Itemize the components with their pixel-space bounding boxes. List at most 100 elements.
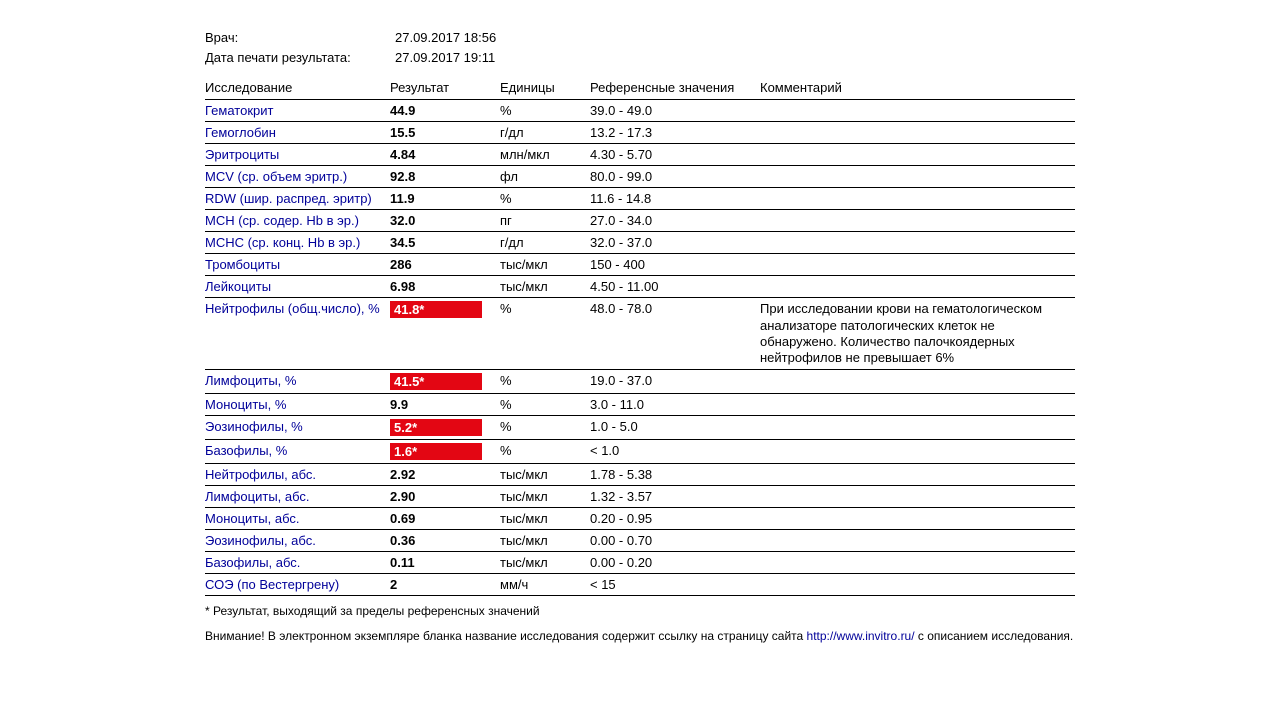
test-name[interactable]: Лимфоциты, %	[205, 373, 296, 388]
table-row: Базофилы, %1.6*%< 1.0	[205, 440, 1075, 464]
reference-range: 80.0 - 99.0	[590, 166, 760, 188]
table-row: MCV (ср. объем эритр.)92.8фл80.0 - 99.0	[205, 166, 1075, 188]
units-value: %	[500, 370, 590, 394]
result-value: 5.2*	[390, 419, 482, 436]
units-value: тыс/мкл	[500, 508, 590, 530]
units-value: тыс/мкл	[500, 486, 590, 508]
units-value: мм/ч	[500, 574, 590, 596]
invitro-link[interactable]: http://www.invitro.ru/	[807, 629, 915, 643]
footnote: * Результат, выходящий за пределы рефере…	[205, 604, 1075, 618]
meta-row-print: Дата печати результата: 27.09.2017 19:11	[205, 48, 1075, 68]
comment-value	[760, 276, 1075, 298]
test-name[interactable]: RDW (шир. распред. эритр)	[205, 191, 372, 206]
report-sheet: Врач: 27.09.2017 18:56 Дата печати резул…	[205, 28, 1075, 644]
table-row: Гемоглобин 15.5 г/дл13.2 - 17.3	[205, 122, 1075, 144]
comment-value	[760, 416, 1075, 440]
comment-value	[760, 122, 1075, 144]
reference-range: 4.50 - 11.00	[590, 276, 760, 298]
result-value: 92.8	[390, 169, 415, 184]
col-ref: Референсные значения	[590, 77, 760, 100]
table-row: Нейтрофилы, абс. 2.92 тыс/мкл1.78 - 5.38	[205, 464, 1075, 486]
reference-range: 1.32 - 3.57	[590, 486, 760, 508]
comment-value	[760, 486, 1075, 508]
test-name[interactable]: Нейтрофилы, абс.	[205, 467, 316, 482]
reference-range: 3.0 - 11.0	[590, 394, 760, 416]
notice-before: Внимание! В электронном экземпляре бланк…	[205, 629, 807, 643]
units-value: тыс/мкл	[500, 530, 590, 552]
test-name[interactable]: Лейкоциты	[205, 279, 271, 294]
result-value: 0.69	[390, 511, 415, 526]
comment-value	[760, 530, 1075, 552]
test-name[interactable]: Моноциты, %	[205, 397, 286, 412]
result-value: 0.11	[390, 555, 415, 570]
test-name[interactable]: Лимфоциты, абс.	[205, 489, 310, 504]
units-value: г/дл	[500, 232, 590, 254]
comment-value	[760, 440, 1075, 464]
notice: Внимание! В электронном экземпляре бланк…	[205, 628, 1075, 644]
comment-value	[760, 166, 1075, 188]
reference-range: 1.78 - 5.38	[590, 464, 760, 486]
units-value: млн/мкл	[500, 144, 590, 166]
reference-range: 4.30 - 5.70	[590, 144, 760, 166]
table-row: Нейтрофилы (общ.число), %41.8*%48.0 - 78…	[205, 298, 1075, 370]
test-name[interactable]: MCH (ср. содер. Hb в эр.)	[205, 213, 359, 228]
test-name[interactable]: Нейтрофилы (общ.число), %	[205, 301, 380, 316]
col-units: Единицы	[500, 77, 590, 100]
test-name[interactable]: Гемоглобин	[205, 125, 276, 140]
comment-value	[760, 394, 1075, 416]
meta-value-print: 27.09.2017 19:11	[395, 48, 555, 68]
table-row: Лимфоциты, % 41.5*%19.0 - 37.0	[205, 370, 1075, 394]
units-value: %	[500, 100, 590, 122]
comment-value	[760, 370, 1075, 394]
test-name[interactable]: СОЭ (по Вестергрену)	[205, 577, 339, 592]
table-row: Тромбоциты286тыс/мкл150 - 400	[205, 254, 1075, 276]
meta-row-doctor: Врач: 27.09.2017 18:56	[205, 28, 1075, 48]
test-name[interactable]: Эритроциты	[205, 147, 279, 162]
table-row: Моноциты, абс.0.69тыс/мкл0.20 - 0.95	[205, 508, 1075, 530]
table-row: СОЭ (по Вестергрену) 2 мм/ч< 15	[205, 574, 1075, 596]
result-value: 2.90	[390, 489, 415, 504]
result-value: 41.8*	[390, 301, 482, 318]
table-row: MCH (ср. содер. Hb в эр.)32.0пг27.0 - 34…	[205, 210, 1075, 232]
result-value: 11.9	[390, 191, 415, 206]
reference-range: 19.0 - 37.0	[590, 370, 760, 394]
result-value: 2.92	[390, 467, 415, 482]
notice-after: с описанием исследования.	[915, 629, 1074, 643]
test-name[interactable]: Тромбоциты	[205, 257, 280, 272]
result-value: 2	[390, 577, 397, 592]
units-value: г/дл	[500, 122, 590, 144]
col-test: Исследование	[205, 77, 390, 100]
reference-range: 39.0 - 49.0	[590, 100, 760, 122]
reference-range: < 15	[590, 574, 760, 596]
reference-range: 0.00 - 0.20	[590, 552, 760, 574]
units-value: тыс/мкл	[500, 464, 590, 486]
comment-value	[760, 232, 1075, 254]
result-value: 41.5*	[390, 373, 482, 390]
reference-range: 11.6 - 14.8	[590, 188, 760, 210]
reference-range: 13.2 - 17.3	[590, 122, 760, 144]
test-name[interactable]: Эозинофилы, абс.	[205, 533, 316, 548]
test-name[interactable]: Моноциты, абс.	[205, 511, 300, 526]
test-name[interactable]: MCHC (ср. конц. Hb в эр.)	[205, 235, 360, 250]
reference-range: 27.0 - 34.0	[590, 210, 760, 232]
reference-range: 48.0 - 78.0	[590, 298, 760, 370]
comment-value	[760, 552, 1075, 574]
table-row: Эритроциты 4.84 млн/мкл4.30 - 5.70	[205, 144, 1075, 166]
result-value: 286	[390, 257, 412, 272]
units-value: %	[500, 394, 590, 416]
test-name[interactable]: Эозинофилы, %	[205, 419, 303, 434]
test-name[interactable]: Базофилы, %	[205, 443, 287, 458]
units-value: тыс/мкл	[500, 276, 590, 298]
meta-label-print: Дата печати результата:	[205, 48, 395, 68]
result-value: 4.84	[390, 147, 415, 162]
test-name[interactable]: Гематокрит	[205, 103, 273, 118]
table-row: Базофилы, абс.0.11тыс/мкл0.00 - 0.20	[205, 552, 1075, 574]
comment-value	[760, 464, 1075, 486]
results-table: Исследование Результат Единицы Референсн…	[205, 77, 1075, 596]
reference-range: 1.0 - 5.0	[590, 416, 760, 440]
test-name[interactable]: Базофилы, абс.	[205, 555, 300, 570]
result-value: 15.5	[390, 125, 415, 140]
units-value: %	[500, 188, 590, 210]
test-name[interactable]: MCV (ср. объем эритр.)	[205, 169, 347, 184]
table-header-row: Исследование Результат Единицы Референсн…	[205, 77, 1075, 100]
